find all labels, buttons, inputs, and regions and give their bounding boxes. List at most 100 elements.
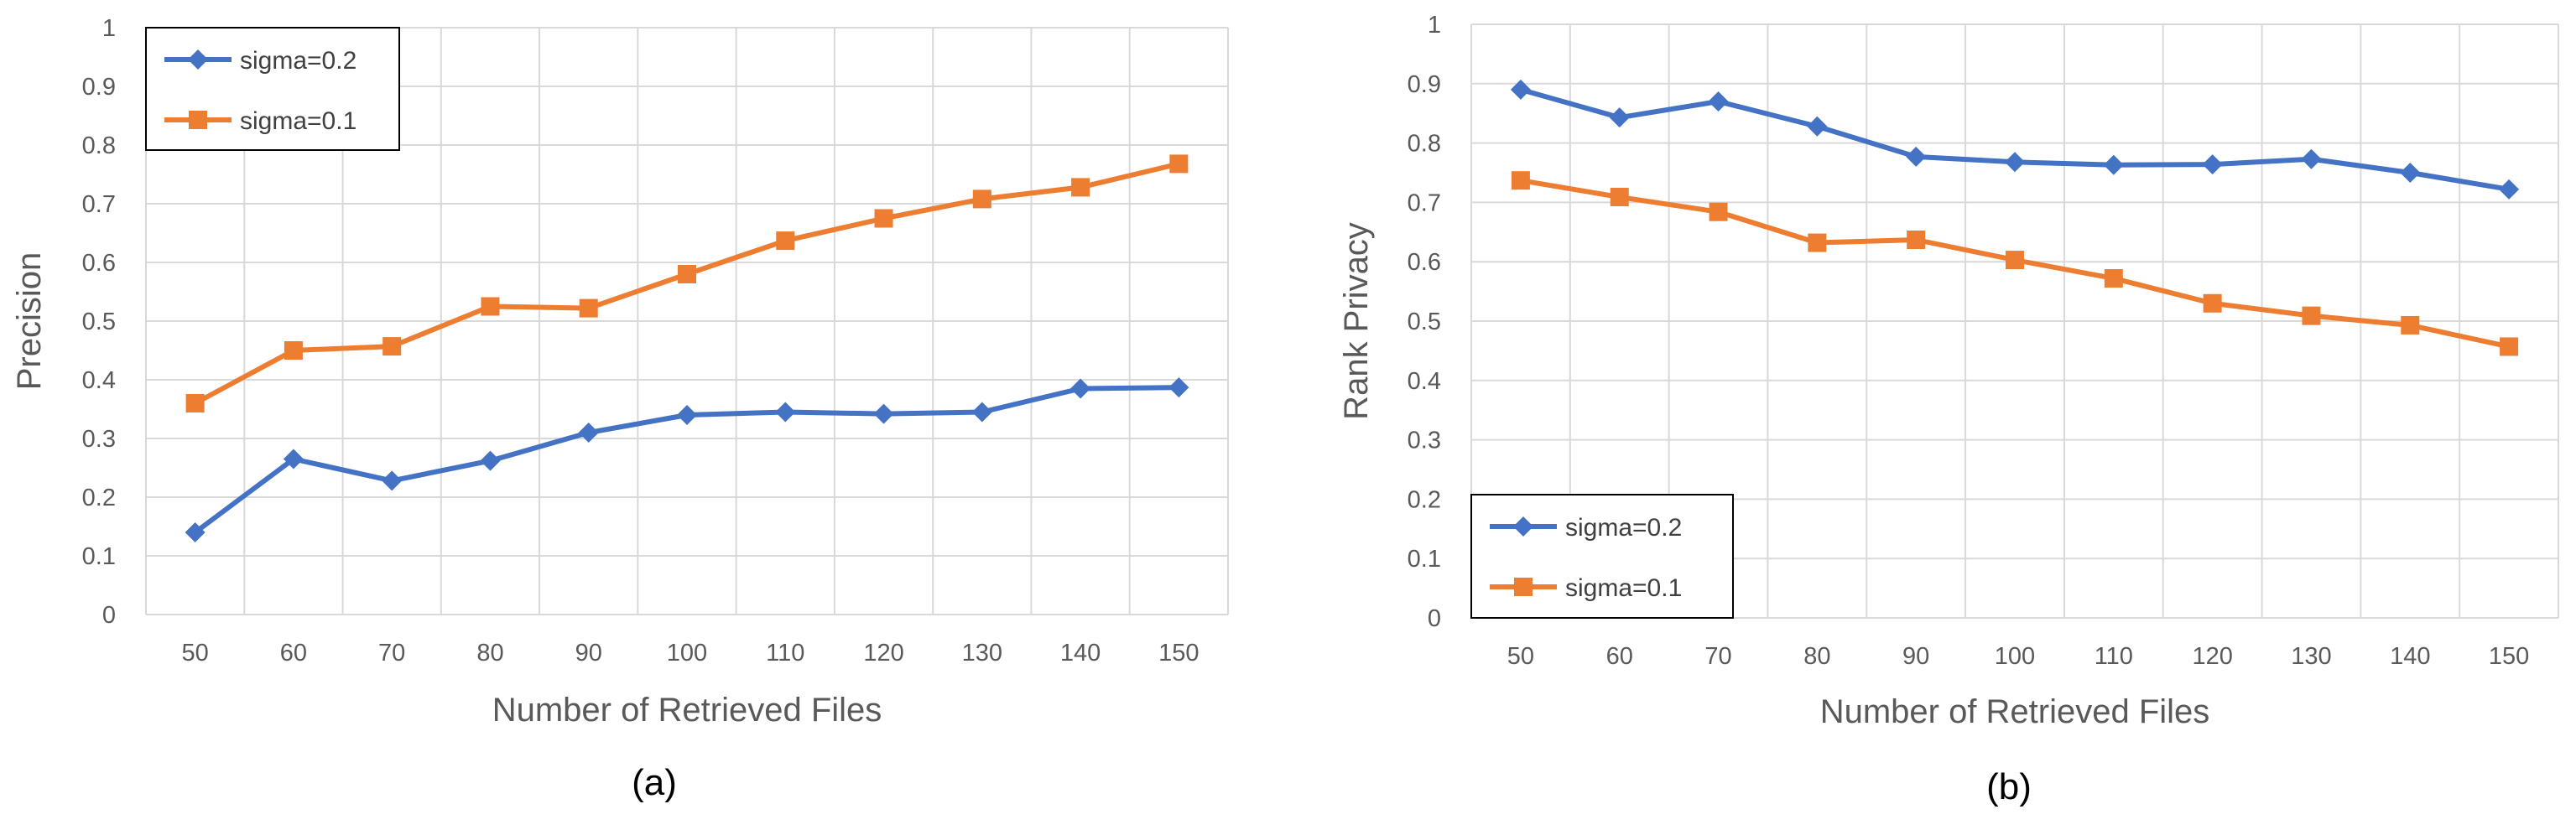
chart-a-series-2-point — [481, 297, 500, 316]
chart-b-xtick-label: 120 — [2192, 643, 2232, 670]
chart-a-legend-label: sigma=0.2 — [240, 47, 356, 75]
chart-b-series-2-point — [1610, 188, 1629, 207]
chart-b-series-2-point — [2006, 251, 2024, 270]
chart-a-xtick-label: 70 — [378, 640, 405, 667]
chart-a-series-1 — [185, 377, 1189, 542]
chart-b-ytick-label: 1 — [1428, 12, 1441, 39]
chart-a-ytick-label: 0.9 — [82, 74, 116, 101]
chart-b-x-axis-title: Number of Retrieved Files — [1820, 693, 2210, 730]
chart-b-series-1-point — [2400, 163, 2421, 183]
chart-b-series-1-point — [2301, 148, 2322, 169]
chart-a-x-axis-title: Number of Retrieved Files — [492, 692, 882, 729]
chart-b-xtick-label: 130 — [2291, 643, 2331, 670]
chart-a-series-1-point — [775, 402, 796, 423]
chart-a-series-2-point — [678, 265, 696, 283]
chart-b-ytick-label: 0 — [1428, 605, 1441, 632]
chart-a-series-2-point — [284, 341, 303, 360]
chart-a-series-1-point — [185, 522, 206, 542]
chart-a-legend-marker — [188, 49, 208, 70]
chart-b-caption: (b) — [1986, 766, 2032, 807]
chart-a-ytick-label: 0.1 — [82, 543, 116, 570]
chart-a-series-1-point — [1168, 377, 1189, 398]
chart-a-ytick-label: 0.7 — [82, 191, 116, 218]
chart-b-ytick-label: 0.8 — [1408, 131, 1441, 158]
chart-b-series-1-point — [2005, 152, 2025, 173]
chart-a-series-2-point — [579, 298, 598, 318]
chart-b-xtick-label: 140 — [2390, 643, 2430, 670]
chart-a-xtick-label: 120 — [863, 640, 903, 667]
chart-a-series-1-point — [480, 450, 501, 471]
chart-a-legend-label: sigma=0.1 — [240, 107, 356, 135]
chart-b-series-1-point — [1708, 91, 1729, 112]
chart-b-xtick-label: 60 — [1606, 643, 1633, 670]
chart-a-series-1-point — [578, 423, 599, 443]
chart-a-series-2-point — [776, 231, 795, 251]
chart-b-xtick-label: 50 — [1507, 643, 1534, 670]
chart-a-series-2-point — [382, 337, 402, 356]
chart-a-series-1-point — [677, 405, 697, 425]
chart-b-xtick-label: 80 — [1803, 643, 1830, 670]
chart-a-series-1-point — [283, 449, 304, 469]
chart-b-legend-marker — [1514, 578, 1533, 596]
chart-a-caption: (a) — [632, 762, 677, 803]
chart-b-series-2-point — [2500, 337, 2519, 356]
chart-a-series-2 — [185, 154, 1189, 412]
chart-b-series-1 — [1510, 79, 2520, 200]
chart-b-series-2-point — [1808, 233, 1827, 252]
chart-b-series-1-point — [2103, 154, 2124, 175]
chart-a-legend: sigma=0.2 sigma=0.1 — [145, 27, 400, 151]
chart-b-legend: sigma=0.2 sigma=0.1 — [1470, 494, 1734, 619]
chart-b-xtick-label: 70 — [1704, 643, 1731, 670]
chart-b-series-1-point — [2202, 154, 2223, 175]
chart-a-ytick-label: 0.2 — [82, 485, 116, 511]
chart-a-xtick-label: 60 — [280, 640, 307, 667]
chart-a-legend-box — [145, 27, 400, 151]
chart-b-xtick-label: 150 — [2489, 643, 2529, 670]
chart-a-series-1-point — [873, 403, 894, 424]
chart-a-series-1-point — [971, 402, 992, 423]
chart-a-xtick-label: 110 — [766, 640, 804, 667]
chart-a-y-axis-title: Precision — [11, 252, 48, 391]
chart-a-series-2-point — [185, 394, 205, 412]
chart-b-ytick-label: 0.7 — [1408, 189, 1441, 216]
chart-b-series-2-point — [2104, 269, 2123, 288]
chart-a-xtick-label: 90 — [575, 640, 602, 667]
chart-b-xtick-label: 90 — [1902, 643, 1929, 670]
chart-a-xtick-label: 100 — [667, 640, 707, 667]
chart-a-legend-marker — [189, 111, 207, 129]
chart-b-ytick-label: 0.2 — [1408, 486, 1441, 513]
chart-a-ytick-label: 0.6 — [82, 250, 116, 277]
chart-a-ytick-label: 1 — [102, 15, 116, 42]
chart-a-xtick-label: 50 — [182, 640, 209, 667]
chart-b-series-1-point — [1609, 107, 1630, 128]
chart-a-series-1-point — [1070, 378, 1091, 399]
chart-b-legend-marker — [1513, 516, 1533, 537]
chart-b-legend-box — [1470, 494, 1734, 619]
chart-b-legend-label: sigma=0.1 — [1565, 574, 1682, 602]
chart-b-ytick-label: 0.6 — [1408, 249, 1441, 276]
chart-a-series-1-point — [382, 470, 403, 491]
chart-a-series-2-point — [1169, 154, 1189, 174]
chart-b-ytick-label: 0.4 — [1408, 368, 1441, 395]
chart-b-series-2-point — [1709, 202, 1728, 221]
chart-b-series-1-point — [1807, 116, 1828, 137]
chart-a-ytick-label: 0.3 — [82, 426, 116, 453]
chart-a-xtick-label: 150 — [1158, 640, 1199, 667]
chart-a-series-2-point — [1071, 178, 1090, 197]
chart-b-xtick-label: 110 — [2095, 643, 2133, 670]
chart-a-series-2-point — [972, 189, 991, 209]
chart-b-ytick-label: 0.9 — [1408, 71, 1441, 98]
chart-b-series-1-point — [1906, 146, 1927, 167]
chart-b-series-2-point — [2401, 315, 2420, 335]
chart-b-ytick-label: 0.1 — [1408, 546, 1441, 573]
chart-b-ytick-label: 0.3 — [1408, 428, 1441, 454]
chart-a-ytick-label: 0.8 — [82, 132, 116, 159]
chart-a-ytick-label: 0.5 — [82, 309, 116, 335]
chart-b-series-2-point — [2302, 306, 2321, 325]
chart-a-xtick-label: 80 — [476, 640, 503, 667]
chart-a-xtick-label: 140 — [1060, 640, 1101, 667]
chart-b-y-axis-title: Rank Privacy — [1338, 222, 1375, 420]
